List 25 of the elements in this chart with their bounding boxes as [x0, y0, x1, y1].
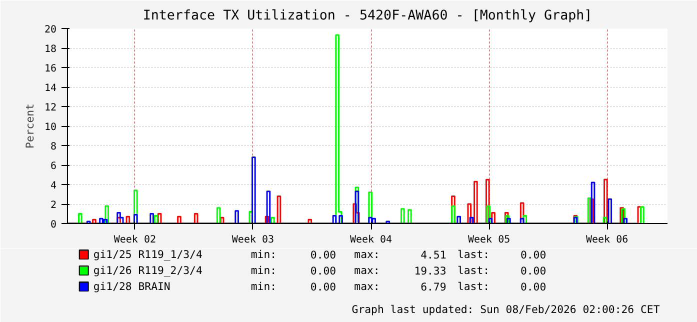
x-tick-label: Week 06 — [586, 234, 628, 246]
x-tick-label: Week 03 — [232, 234, 274, 246]
legend-label: gi1/28 BRAIN — [93, 280, 170, 293]
y-tick-label: 0 — [50, 220, 57, 230]
y-tick-label: 4 — [50, 180, 57, 192]
chart-title: Interface TX Utilization - 5420F-AWA60 - [Monthly Graph] — [142, 8, 592, 24]
y-axis-title: Percent — [23, 104, 36, 148]
y-tick-label: 10 — [44, 122, 57, 133]
text: Graph last updated: Sun 08/Feb/2026 02:00:26 CET — [352, 303, 660, 316]
y-tick-label: 16 — [44, 64, 57, 74]
x-tick-label: Week 02 — [114, 234, 156, 246]
legend-label: gi1/25 R119_1/3/4 — [93, 248, 202, 261]
x-tick-label: Week 05 — [468, 234, 510, 246]
y-tick-label: 2 — [50, 200, 57, 211]
y-tick-label: 12 — [44, 102, 57, 114]
y-tick-label: 14 — [44, 83, 57, 94]
y-tick-label: 6 — [50, 161, 57, 172]
legend-label: gi1/26 R119_2/3/4 — [93, 264, 202, 277]
text: min: 0.00 max: 4.51 last: 0.00 — [250, 248, 546, 262]
text: min: 0.00 max: 6.79 last: 0.00 — [250, 280, 546, 294]
y-tick-label: 18 — [44, 44, 57, 55]
x-tick-label: Week 04 — [350, 234, 392, 246]
y-tick-label: 8 — [50, 142, 57, 152]
y-tick-label: 20 — [44, 24, 57, 36]
text: min: 0.00 max: 19.33 last: 0.00 — [250, 264, 546, 278]
